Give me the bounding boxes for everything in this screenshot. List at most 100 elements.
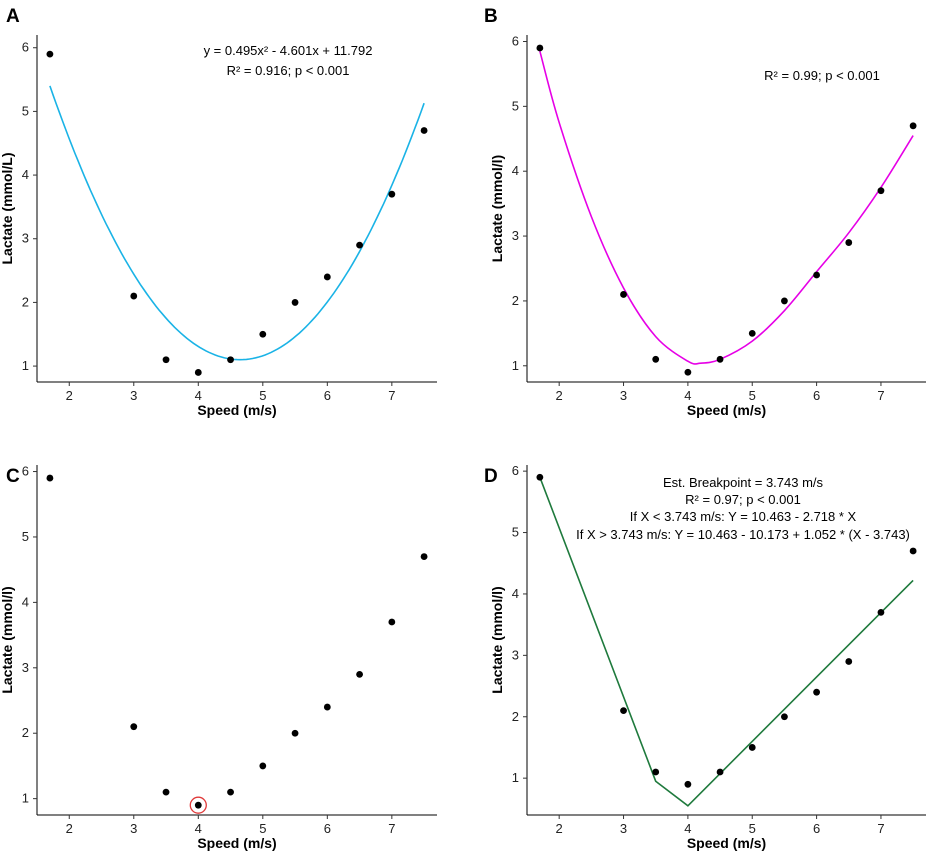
x-tick-label: 2 (556, 388, 563, 403)
data-point (227, 788, 234, 796)
y-tick-label: 3 (512, 647, 519, 662)
data-point (652, 768, 660, 776)
x-tick-label: 4 (684, 821, 691, 836)
x-tick-label: 2 (66, 821, 73, 836)
data-point (130, 723, 138, 731)
y-tick-label: 5 (512, 525, 519, 540)
data-point (620, 707, 627, 715)
x-tick-label: 4 (195, 821, 202, 836)
y-tick-label: 3 (22, 231, 29, 246)
y-tick-label: 4 (512, 163, 519, 178)
y-tick-label: 6 (22, 40, 29, 55)
data-point (162, 356, 170, 364)
data-point (420, 553, 428, 560)
data-point (291, 729, 299, 737)
y-axis-title-c: Lactate (mmol/l) (0, 586, 15, 693)
data-point (323, 273, 331, 281)
data-point (620, 291, 627, 298)
data-point (536, 473, 544, 481)
annotation-a: R² = 0.916; p < 0.001 (227, 63, 350, 78)
data-point (909, 547, 917, 555)
data-point (716, 768, 724, 776)
y-axis-title-d: Lactate (mmol/l) (489, 586, 505, 693)
annotation-b: R² = 0.99; p < 0.001 (764, 68, 880, 83)
x-tick-label: 6 (324, 388, 331, 403)
x-axis-title-a: Speed (m/s) (197, 402, 276, 418)
data-point (194, 801, 202, 809)
data-point (259, 330, 267, 338)
x-axis-title-c: Speed (m/s) (197, 835, 276, 851)
data-point (130, 292, 138, 300)
x-tick-label: 6 (813, 821, 820, 836)
x-axis-title-b: Speed (m/s) (687, 402, 766, 418)
y-tick-label: 5 (22, 529, 29, 544)
annotation-d: Est. Breakpoint = 3.743 m/s (663, 475, 824, 490)
y-tick-label: 3 (22, 660, 29, 675)
x-tick-label: 5 (749, 388, 756, 403)
data-point (356, 670, 363, 678)
y-tick-label: 2 (22, 725, 29, 740)
x-tick-label: 2 (66, 388, 73, 403)
y-tick-label: 2 (512, 709, 519, 724)
y-tick-label: 6 (512, 33, 519, 48)
annotation-a: y = 0.495x² - 4.601x + 11.792 (204, 43, 373, 58)
data-point (909, 122, 917, 130)
data-point (716, 355, 724, 363)
x-tick-label: 6 (813, 388, 820, 403)
x-tick-label: 4 (195, 388, 202, 403)
x-tick-label: 2 (556, 821, 563, 836)
x-tick-label: 3 (130, 821, 137, 836)
data-point (291, 299, 299, 306)
annotation-d: If X < 3.743 m/s: Y = 10.463 - 2.718 * X (630, 509, 857, 524)
data-point (748, 329, 756, 337)
x-tick-label: 3 (620, 821, 627, 836)
y-tick-label: 6 (22, 464, 29, 479)
data-point (748, 744, 756, 751)
data-point (845, 658, 853, 665)
highlight-ring-c (189, 796, 207, 814)
y-tick-label: 1 (22, 791, 29, 806)
y-tick-label: 1 (512, 358, 519, 373)
y-tick-label: 2 (512, 293, 519, 308)
y-tick-label: 5 (22, 103, 29, 118)
data-point (781, 713, 788, 721)
x-axis-title-d: Speed (m/s) (687, 835, 766, 851)
data-point (781, 297, 788, 305)
y-tick-label: 3 (512, 228, 519, 243)
y-tick-label: 1 (512, 770, 519, 785)
data-point (652, 355, 660, 363)
x-tick-label: 7 (388, 388, 395, 403)
data-point (420, 127, 428, 134)
x-tick-label: 6 (324, 821, 331, 836)
y-tick-label: 6 (512, 463, 519, 478)
panel-label-b: B (484, 6, 498, 27)
y-tick-label: 4 (22, 594, 29, 609)
panel-label-a: A (6, 6, 20, 27)
data-point (684, 368, 692, 376)
panel-label-d: D (484, 466, 498, 487)
y-axis-title-a: Lactate (mmol/L) (0, 152, 15, 264)
data-point (845, 239, 853, 246)
data-point (877, 187, 885, 195)
y-tick-label: 4 (22, 167, 29, 182)
x-tick-label: 7 (877, 388, 884, 403)
y-tick-label: 2 (22, 294, 29, 309)
data-point (46, 474, 54, 482)
x-tick-label: 4 (684, 388, 691, 403)
data-point (388, 618, 396, 626)
x-tick-label: 7 (388, 821, 395, 836)
data-point (194, 369, 202, 376)
data-point (162, 788, 170, 796)
data-point (356, 241, 363, 249)
data-point (877, 608, 885, 616)
y-tick-label: 1 (22, 358, 29, 373)
fit-curve-d (539, 477, 914, 807)
x-tick-label: 5 (259, 388, 266, 403)
data-point (227, 356, 234, 364)
y-axis-title-b: Lactate (mmol/l) (489, 155, 505, 262)
annotation-d: If X > 3.743 m/s: Y = 10.463 - 10.173 + … (576, 527, 910, 542)
y-tick-label: 5 (512, 98, 519, 113)
x-tick-label: 5 (749, 821, 756, 836)
